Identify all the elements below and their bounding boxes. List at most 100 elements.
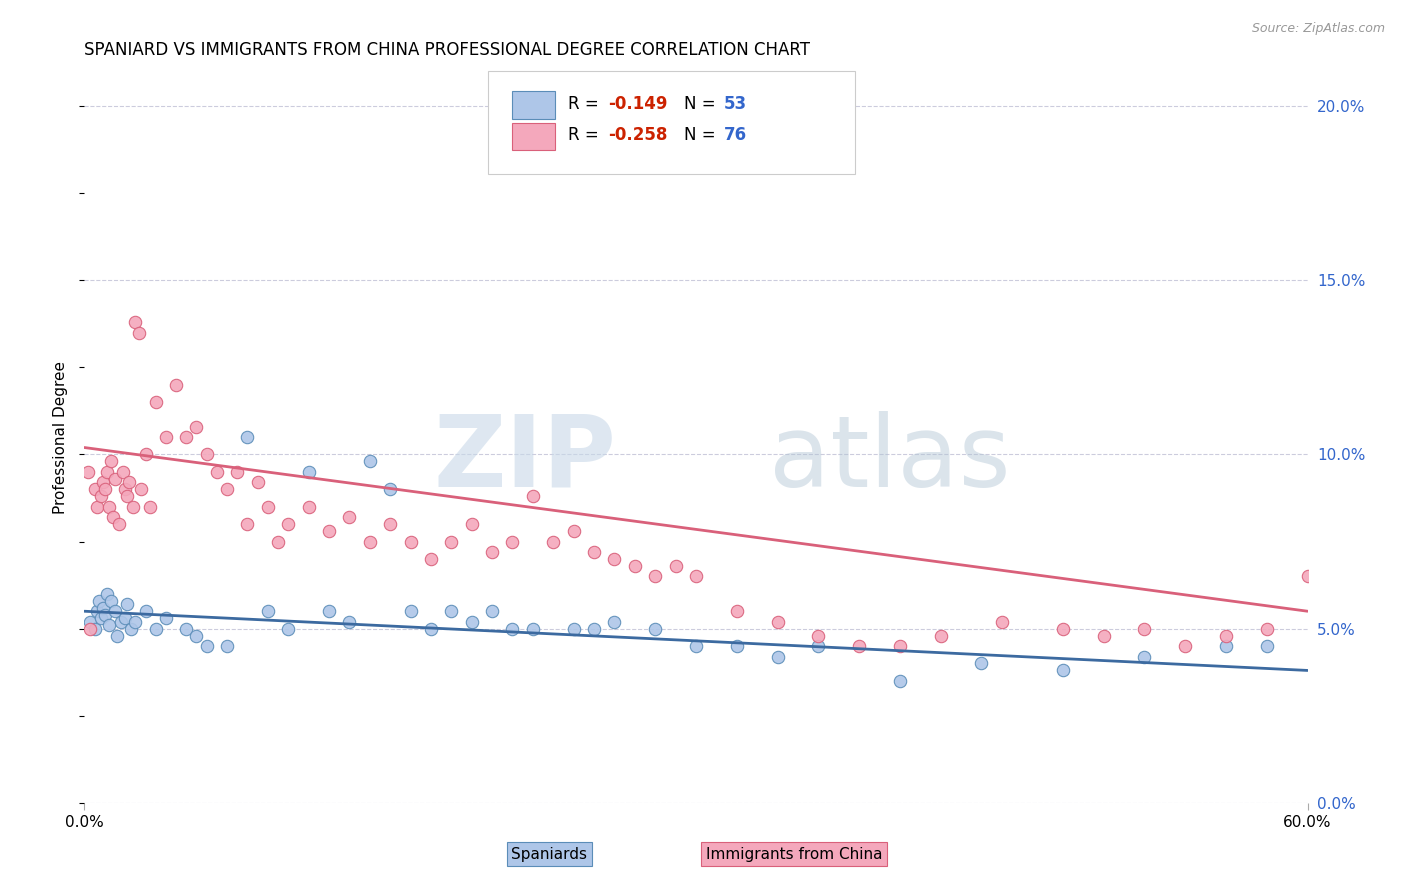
Point [766, 615, 789, 629]
Point [135, 604, 157, 618]
Point [583, 545, 606, 559]
Point [112, 465, 135, 479]
Point [339, 615, 361, 629]
Point [318, 524, 340, 538]
Point [725, 639, 748, 653]
Point [1133, 622, 1156, 636]
Point [87, 594, 110, 608]
Point [205, 465, 228, 479]
Point [685, 569, 707, 583]
Text: Immigrants from China: Immigrants from China [706, 847, 882, 862]
Point [226, 465, 249, 479]
Point [399, 534, 422, 549]
Point [807, 629, 830, 643]
Text: Source: ZipAtlas.com: Source: ZipAtlas.com [1251, 22, 1385, 36]
Text: R =: R = [568, 95, 603, 113]
Point [359, 534, 381, 549]
Point [186, 419, 208, 434]
Point [83, 622, 105, 636]
Point [848, 639, 870, 653]
Point [90, 489, 112, 503]
Point [138, 500, 160, 514]
Point [1133, 649, 1156, 664]
Point [1378, 221, 1400, 235]
Text: R =: R = [568, 126, 603, 144]
Text: N =: N = [683, 95, 721, 113]
Text: Spaniards: Spaniards [512, 847, 588, 862]
Point [889, 639, 911, 653]
Point [1174, 639, 1197, 653]
Point [267, 534, 290, 549]
Point [108, 517, 131, 532]
Point [461, 517, 484, 532]
Point [1215, 639, 1237, 653]
Point [644, 622, 666, 636]
Point [131, 483, 153, 497]
Point [93, 607, 115, 622]
Text: SPANIARD VS IMMIGRANTS FROM CHINA PROFESSIONAL DEGREE CORRELATION CHART: SPANIARD VS IMMIGRANTS FROM CHINA PROFES… [84, 41, 810, 59]
Point [122, 500, 145, 514]
Point [195, 448, 218, 462]
Point [165, 377, 187, 392]
Point [104, 604, 127, 618]
Point [100, 594, 122, 608]
Point [91, 475, 114, 490]
Point [665, 558, 688, 573]
Point [101, 510, 124, 524]
Point [502, 534, 524, 549]
Point [145, 395, 167, 409]
Point [1296, 569, 1319, 583]
Point [186, 629, 208, 643]
Point [766, 649, 789, 664]
Point [155, 430, 177, 444]
Text: atlas: atlas [769, 410, 1011, 508]
Point [1215, 629, 1237, 643]
Point [603, 615, 626, 629]
Point [440, 604, 463, 618]
Point [96, 465, 118, 479]
Point [195, 639, 218, 653]
Point [420, 552, 443, 566]
Point [359, 454, 381, 468]
Point [929, 629, 952, 643]
Point [124, 615, 146, 629]
Point [105, 629, 128, 643]
Point [298, 465, 321, 479]
Point [97, 500, 120, 514]
FancyBboxPatch shape [513, 122, 555, 151]
Point [236, 517, 259, 532]
Point [970, 657, 993, 671]
Point [1052, 664, 1074, 678]
Point [77, 465, 100, 479]
Text: -0.149: -0.149 [607, 95, 668, 113]
Point [991, 615, 1014, 629]
Point [440, 534, 463, 549]
Point [155, 611, 177, 625]
Point [725, 604, 748, 618]
Text: 53: 53 [724, 95, 747, 113]
Point [502, 622, 524, 636]
Point [118, 475, 141, 490]
Point [115, 597, 138, 611]
Point [114, 483, 136, 497]
Point [583, 622, 606, 636]
Point [277, 517, 299, 532]
Point [399, 604, 422, 618]
Point [1256, 622, 1278, 636]
Point [246, 475, 269, 490]
Point [562, 622, 585, 636]
Point [124, 315, 146, 329]
Point [115, 489, 138, 503]
Y-axis label: Professional Degree: Professional Degree [53, 360, 69, 514]
Text: ZIP: ZIP [433, 410, 616, 508]
Point [481, 545, 503, 559]
Point [644, 569, 666, 583]
Point [128, 326, 150, 340]
Point [110, 615, 132, 629]
Point [624, 558, 647, 573]
Point [96, 587, 118, 601]
Point [83, 483, 105, 497]
Point [174, 622, 197, 636]
Point [79, 622, 101, 636]
Point [277, 622, 299, 636]
